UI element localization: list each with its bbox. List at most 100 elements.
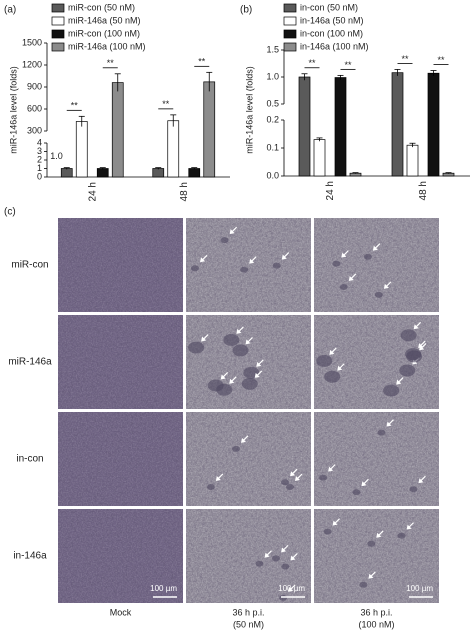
arrow-head [229, 378, 235, 384]
plaque [339, 283, 348, 290]
arrow-head [372, 245, 378, 251]
arrow-head [341, 252, 347, 258]
plaque [232, 344, 249, 357]
significance-label: ** [162, 99, 170, 109]
significance-label: ** [107, 58, 115, 68]
plaque [324, 370, 341, 383]
arrow-head [368, 573, 374, 579]
significance-label: ** [198, 57, 206, 67]
significance-label: ** [71, 101, 79, 111]
bar [167, 120, 180, 178]
plaque [272, 262, 281, 269]
micrograph-texture [186, 509, 311, 603]
bar [298, 76, 311, 177]
plaque [281, 563, 290, 570]
plaque [323, 528, 332, 535]
plaque [374, 291, 383, 298]
arrow-head [281, 547, 287, 553]
arrow-head [348, 275, 354, 281]
scale-bar-label: 100 µm [150, 584, 177, 593]
arrow-head [418, 478, 424, 484]
legend-label: miR-146a (50 nM) [68, 15, 141, 25]
arrow-head [290, 555, 296, 561]
plaque [359, 581, 368, 588]
plaque [223, 333, 240, 346]
plaque [285, 484, 294, 491]
y-tick-label: 0.1 [266, 142, 279, 152]
significance-label: ** [437, 55, 445, 65]
plaque [216, 383, 233, 396]
arrow-head [264, 552, 270, 558]
bar [96, 168, 109, 178]
micrograph-texture [58, 412, 183, 506]
value-label: 1.0 [50, 151, 63, 161]
legend-swatch [283, 3, 297, 13]
bar [75, 121, 88, 178]
arrow-head [376, 532, 382, 538]
column-label: Mock [110, 607, 132, 617]
plaque [206, 483, 215, 490]
panel-label: (c) [4, 207, 16, 218]
bar [111, 82, 124, 178]
arrow-head [337, 365, 343, 371]
plaque [363, 253, 372, 260]
y-tick-label: 0.2 [266, 114, 279, 124]
plaque [220, 237, 229, 244]
bar [334, 77, 347, 177]
arrow-head [396, 379, 402, 385]
y-tick-label: 300 [27, 125, 42, 135]
arrow-head [215, 475, 221, 481]
bar [313, 139, 326, 177]
panel-label: (a) [4, 5, 16, 16]
y-tick-label: 1.5 [266, 44, 279, 54]
arrow-head [249, 258, 255, 264]
micrograph-texture [314, 218, 439, 312]
y-tick-label: 600 [27, 103, 42, 113]
panel-label: (b) [240, 5, 252, 16]
micrograph-texture [58, 315, 183, 409]
arrow-head [281, 254, 287, 260]
y-tick-label: 3 [37, 146, 42, 156]
arrow-head [361, 481, 367, 487]
plaque [405, 348, 422, 361]
plaque [279, 594, 288, 601]
micrograph-texture [58, 509, 183, 603]
legend-swatch [51, 29, 65, 39]
arrow-head [418, 343, 424, 349]
legend-label: miR-146a (100 nM) [68, 41, 146, 51]
plaque [332, 260, 341, 267]
row-label: miR-146a [8, 357, 52, 368]
row-label: miR-con [11, 260, 48, 271]
y-tick-label: 0.0 [266, 170, 279, 180]
arrow-head [413, 324, 419, 330]
plaque [316, 354, 333, 367]
row-label: in-146a [13, 551, 47, 562]
plaque [319, 474, 328, 481]
micrograph-texture [58, 218, 183, 312]
legend-swatch [283, 16, 297, 26]
bar [203, 81, 216, 178]
plaque [352, 489, 361, 496]
arrow-head [240, 437, 246, 443]
micrograph-texture [186, 315, 311, 409]
row-label: in-con [16, 454, 43, 465]
y-tick-label: 1500 [22, 37, 42, 47]
plaque [400, 329, 417, 342]
plaque [399, 364, 416, 377]
arrow-head [220, 374, 226, 380]
arrow-head [245, 339, 251, 345]
x-tick-label: 48 h [179, 182, 190, 201]
plaque [241, 377, 258, 390]
bar [188, 168, 201, 178]
arrow-head [332, 520, 338, 526]
micrograph-texture [314, 315, 439, 409]
micrograph-texture [314, 412, 439, 506]
legend-label: miR-con (50 nM) [68, 2, 135, 12]
plaque [367, 540, 376, 547]
bar [427, 72, 440, 177]
micrograph-texture [186, 412, 311, 506]
y-axis-label: miR-146a level (folds) [244, 66, 254, 154]
legend-swatch [283, 42, 297, 52]
y-tick-label: 0.5 [266, 98, 279, 108]
arrow-head [329, 349, 335, 355]
